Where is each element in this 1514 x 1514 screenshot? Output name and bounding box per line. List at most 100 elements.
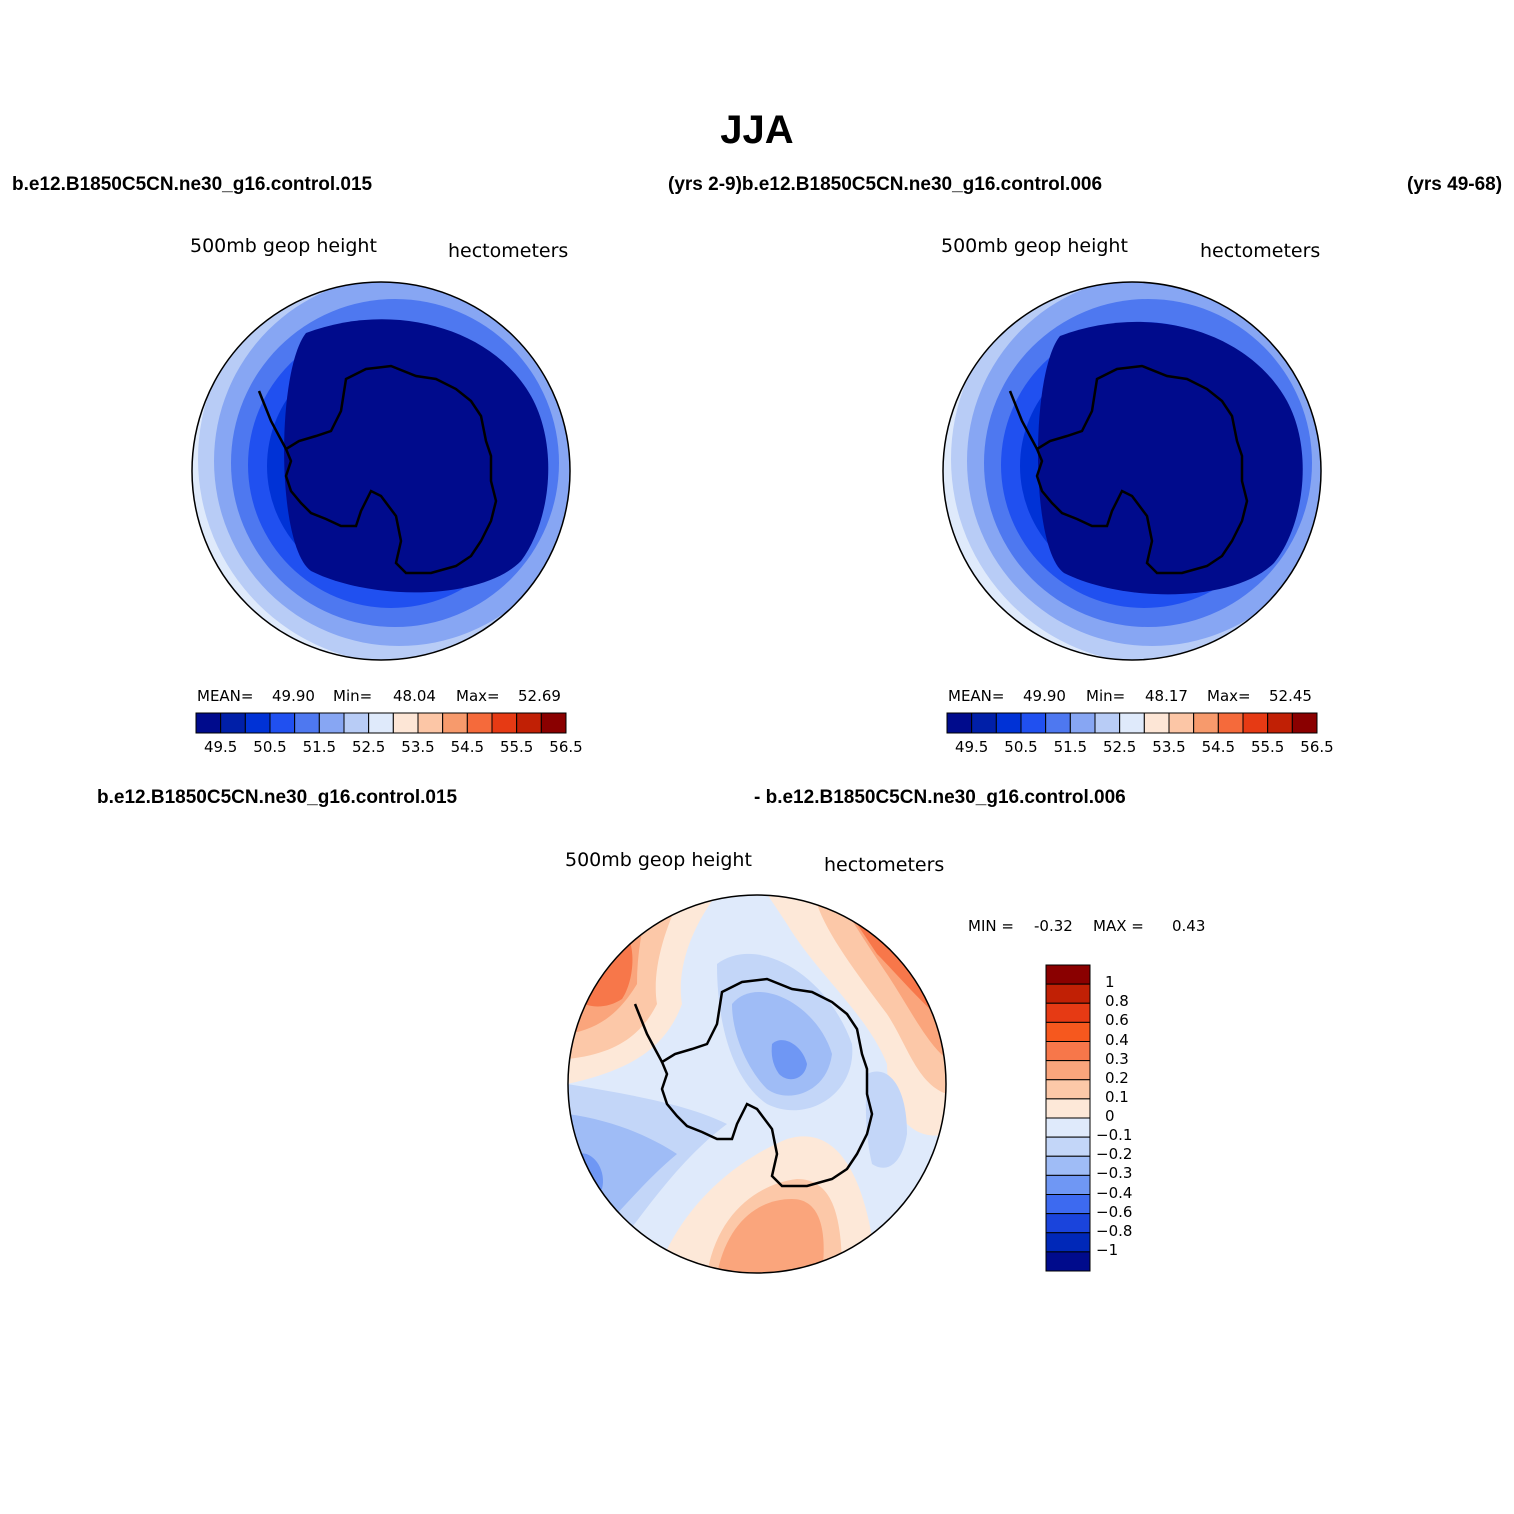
colorbar-swatch <box>269 712 296 734</box>
colorbar-swatch <box>1267 712 1293 734</box>
colorbar-swatch <box>1143 712 1170 734</box>
colorbar-swatch <box>1291 712 1318 734</box>
colorbar-tick-label: 53.5 <box>1152 738 1186 756</box>
diff-min-label: MIN = <box>968 917 1014 935</box>
colorbar-swatch <box>1217 712 1244 734</box>
colorbar-swatch <box>971 712 997 734</box>
diff-colorbar-tick-label: 0.3 <box>1105 1049 1129 1068</box>
diff-colorbar-swatch <box>1045 1060 1091 1081</box>
diff-colorbar-tick-label: −0.4 <box>1096 1183 1133 1202</box>
colorbar-swatch <box>995 712 1022 734</box>
diff-colorbar-swatch <box>1045 1251 1091 1272</box>
diff-colorbar-swatch <box>1045 1098 1091 1119</box>
panel2-colorbar-labels: 49.5 50.5 51.5 52.5 53.5 54.5 55.5 56.5 <box>947 738 1334 758</box>
diff-max-value: 0.43 <box>1172 917 1206 935</box>
diff-colorbar-tick-label: 0.8 <box>1105 992 1129 1011</box>
diff-variable-label: 500mb geop height <box>565 849 752 871</box>
colorbar-tick-label: 53.5 <box>401 738 435 756</box>
diff-colorbar-tick-label: 0.1 <box>1105 1087 1129 1106</box>
diff-colorbar-tick-label: −0.3 <box>1096 1164 1133 1183</box>
diff-colorbar-swatch <box>1045 1174 1091 1195</box>
panel2-min-value: 48.17 <box>1145 687 1188 705</box>
colorbar-swatch <box>491 712 518 734</box>
colorbar-swatch <box>516 712 542 734</box>
colorbar-swatch <box>343 712 370 734</box>
panel1-variable-label: 500mb geop height <box>190 235 377 257</box>
panel2-max-label: Max= <box>1207 687 1251 705</box>
colorbar-swatch <box>946 712 973 734</box>
diff-max-label: MAX = <box>1093 917 1144 935</box>
diff-colorbar-swatch <box>1045 1117 1091 1138</box>
diff-colorbar-tick-label: 0.4 <box>1105 1030 1129 1049</box>
colorbar-tick-label: 50.5 <box>253 738 287 756</box>
diff-colorbar-swatch <box>1045 1021 1091 1042</box>
colorbar-swatch <box>1069 712 1096 734</box>
diff-colorbar-tick-label: −0.8 <box>1096 1221 1133 1240</box>
diff-colorbar-tick-label: 0.6 <box>1105 1011 1129 1030</box>
colorbar-tick-label: 50.5 <box>1004 738 1038 756</box>
colorbar-tick-label: 52.5 <box>351 738 386 756</box>
panel2-colorbar <box>946 712 1318 734</box>
diff-colorbar-tick-label: 1 <box>1105 973 1115 992</box>
diff-colorbar-tick-label: −0.6 <box>1096 1202 1133 1221</box>
diff-colorbar <box>1045 964 1091 1272</box>
colorbar-swatch <box>392 712 419 734</box>
colorbar-swatch <box>368 712 394 734</box>
panel2-max-value: 52.45 <box>1269 687 1312 705</box>
colorbar-swatch <box>540 712 567 734</box>
diff-colorbar-tick-label: 0.2 <box>1105 1068 1129 1087</box>
colorbar-swatch <box>220 712 246 734</box>
diff-title-right: - b.e12.B1850C5CN.ne30_g16.control.006 <box>754 787 1126 808</box>
page-title: JJA <box>720 108 794 152</box>
diff-polar-map <box>567 894 947 1274</box>
diff-colorbar-tick-label: −0.1 <box>1096 1126 1133 1145</box>
colorbar-tick-label: 55.5 <box>1250 738 1285 756</box>
panel1-min-value: 48.04 <box>393 687 436 705</box>
colorbar-tick-label: 56.5 <box>549 738 583 756</box>
panel1-max-label: Max= <box>456 687 500 705</box>
colorbar-tick-label: 55.5 <box>499 738 534 756</box>
panel1-min-label: Min= <box>333 687 373 705</box>
colorbar-swatch <box>442 712 468 734</box>
colorbar-tick-label: 51.5 <box>302 738 337 756</box>
diff-colorbar-tick-label: −0.2 <box>1096 1145 1133 1164</box>
colorbar-swatch <box>195 712 222 734</box>
diff-colorbar-swatch <box>1045 1002 1091 1023</box>
diff-colorbar-swatch <box>1045 1232 1091 1253</box>
colorbar-tick-label: 51.5 <box>1053 738 1088 756</box>
case1-header: b.e12.B1850C5CN.ne30_g16.control.015 <box>12 174 373 195</box>
diff-colorbar-swatch <box>1045 1155 1091 1176</box>
colorbar-tick-label: 52.5 <box>1102 738 1137 756</box>
diff-colorbar-labels: 1 0.8 0.6 0.4 0.3 0.2 0.1 0 −0.1 −0.2 −0.3 −0.4 −0.6… <box>1096 965 1176 1271</box>
colorbar-swatch <box>1242 712 1269 734</box>
colorbar-tick-label: 56.5 <box>1300 738 1334 756</box>
colorbar-swatch <box>244 712 271 734</box>
diff-title-left: b.e12.B1850C5CN.ne30_g16.control.015 <box>97 787 458 808</box>
colorbar-tick-label: 49.5 <box>203 738 238 756</box>
case2-years-header: (yrs 49-68) <box>1407 174 1503 195</box>
panel2-polar-map <box>942 281 1322 661</box>
colorbar-tick-label: 54.5 <box>1201 738 1236 756</box>
colorbar-swatch <box>1020 712 1047 734</box>
panel1-polar-map <box>191 281 571 661</box>
colorbar-swatch <box>294 712 320 734</box>
panel2-units-label: hectometers <box>1200 240 1321 262</box>
colorbar-tick-label: 54.5 <box>450 738 485 756</box>
panel1-units-label: hectometers <box>448 240 569 262</box>
diff-colorbar-swatch <box>1045 1136 1091 1157</box>
colorbar-swatch <box>318 712 345 734</box>
colorbar-swatch <box>1119 712 1145 734</box>
panel1-mean-value: 49.90 <box>272 687 315 705</box>
panel1-colorbar-labels: 49.5 50.5 51.5 52.5 53.5 54.5 55.5 56.5 <box>196 738 583 758</box>
colorbar-tick-label: 49.5 <box>954 738 989 756</box>
diff-colorbar-swatch <box>1045 1041 1091 1062</box>
panel2-min-label: Min= <box>1086 687 1126 705</box>
panel1-max-value: 52.69 <box>518 687 561 705</box>
diff-colorbar-swatch <box>1045 1079 1091 1100</box>
colorbar-swatch <box>1193 712 1219 734</box>
diff-colorbar-tick-label: −1 <box>1096 1240 1119 1259</box>
diff-units-label: hectometers <box>824 854 945 876</box>
colorbar-swatch <box>1045 712 1071 734</box>
panel2-mean-label: MEAN= <box>948 687 1005 705</box>
diff-colorbar-swatch <box>1045 983 1091 1004</box>
